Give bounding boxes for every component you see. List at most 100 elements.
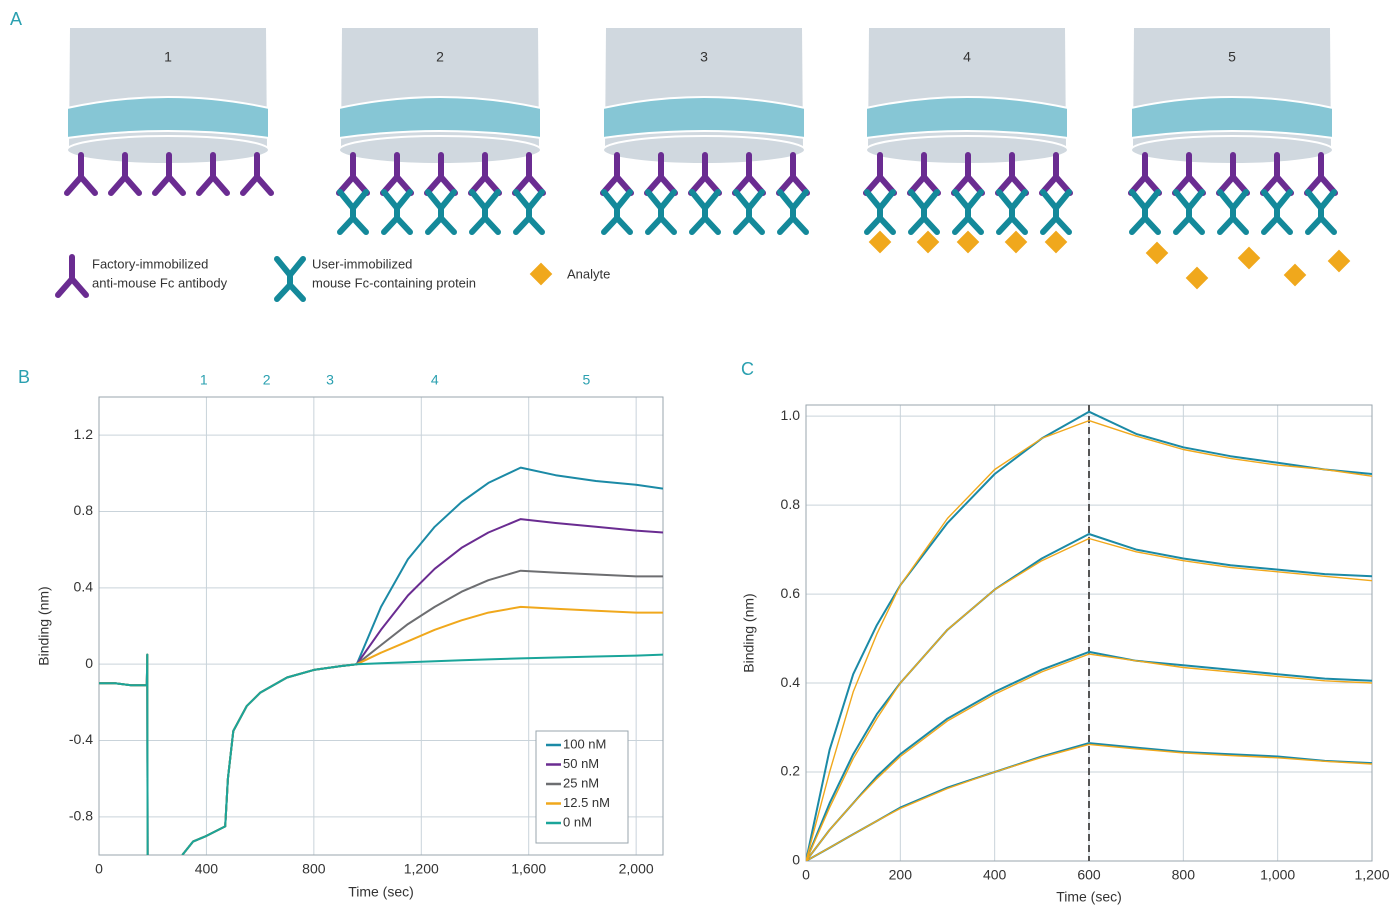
capture-antibody [1304,152,1338,196]
step-label: 5 [583,372,591,388]
step-label: 5 [1228,49,1236,65]
capture-antibody [152,152,186,196]
y-tick-label: 0.2 [781,763,801,779]
ligand-protein [996,189,1028,235]
analyte [956,230,980,254]
ligand-protein [425,189,457,235]
ligand-protein [908,189,940,235]
capture-antibody [108,152,142,196]
y-tick-label: 1.0 [781,407,801,423]
series-line [99,653,663,855]
x-tick-label: 200 [889,867,913,883]
y-tick-label: 0.8 [781,496,801,512]
legend-text: Factory-immobilized [92,256,208,271]
series-line [806,537,1372,861]
diagram: 1 2 3 4 5 Factory-immobilized anti-mouse Fc an… [55,28,1351,302]
y-tick-label: -0.4 [69,731,93,747]
capture-antibody [776,152,810,196]
capture-antibody [1039,152,1073,196]
series-line [806,533,1372,861]
y-axis-label: Binding (nm) [36,586,52,665]
x-tick-label: 400 [195,861,219,877]
ligand-protein [777,189,809,235]
step-label: 4 [963,49,971,65]
step-label: 2 [263,372,271,388]
series-line [806,743,1372,861]
x-tick-label: 800 [302,861,326,877]
sensor-layer [66,96,270,140]
step-label: 3 [700,49,708,65]
ligand-protein [381,189,413,235]
ligand-protein [864,189,896,235]
capture-antibody [196,152,230,196]
panel-label: B [18,367,30,387]
analyte [1283,263,1307,287]
ligand-protein [733,189,765,235]
chart: B 0 400 800 1,200 1,600 2,000 -0.8 -0.4 0 0.4 0.8 1.… [18,367,664,900]
ligand-protein [645,189,677,235]
analyte [1044,230,1068,254]
ligand-protein [274,256,306,302]
panel-label: C [741,359,754,379]
y-tick-label: -0.8 [69,808,93,824]
capture-antibody [600,152,634,196]
x-tick-label: 1,200 [1354,867,1389,883]
x-tick-label: 0 [95,861,103,877]
y-tick-label: 0.4 [74,579,94,595]
legend-text: Analyte [567,266,610,281]
analyte [1185,266,1209,290]
x-tick-label: 600 [1077,867,1101,883]
step-label: 1 [200,372,208,388]
legend-text: mouse Fc-containing protein [312,275,476,290]
ligand-protein [1173,189,1205,235]
x-tick-label: 800 [1172,867,1196,883]
x-tick-label: 0 [802,867,810,883]
panel-label: A [10,9,22,29]
analyte [1237,246,1261,270]
y-tick-label: 0 [792,852,800,868]
y-axis-label: Binding (nm) [741,593,757,672]
ligand-protein [689,189,721,235]
sensor-layer [865,96,1069,140]
analyte [1327,249,1351,273]
analyte [529,262,553,286]
x-tick-label: 1,000 [1260,867,1295,883]
x-axis-label: Time (sec) [1056,889,1122,905]
x-tick-label: 1,600 [511,861,546,877]
y-tick-label: 0.8 [74,502,94,518]
ligand-protein [337,189,369,235]
plot-frame [98,396,664,856]
y-tick-label: 0 [85,655,93,671]
capture-antibody [512,152,546,196]
chart: C 0 200 400 600 800 1,000 1,200 0 0.2 0.4 0.6 0.8 1.0… [741,359,1390,905]
legend-label: 0 nM [563,814,592,829]
series-line [806,419,1372,861]
legend-text: anti-mouse Fc antibody [92,275,228,290]
ligand-protein [1040,189,1072,235]
ligand-protein [1305,189,1337,235]
ligand-protein [952,189,984,235]
x-tick-label: 1,200 [404,861,439,877]
ligand-protein [513,189,545,235]
capture-antibody [55,254,89,298]
y-tick-label: 1.2 [74,426,94,442]
ligand-protein [601,189,633,235]
step-label: 2 [436,49,444,65]
ligand-protein [1129,189,1161,235]
step-label: 1 [164,49,172,65]
legend-label: 25 nM [563,775,599,790]
sensor-layer [1130,96,1334,140]
x-tick-label: 400 [983,867,1007,883]
step-label: 3 [326,372,334,388]
ligand-protein [1217,189,1249,235]
y-tick-label: 0.4 [781,674,801,690]
ligand-protein [469,189,501,235]
x-tick-label: 2,000 [619,861,654,877]
legend-text: User-immobilized [312,256,412,271]
series-line [806,653,1372,861]
sensor-layer [338,96,542,140]
ligand-protein [1261,189,1293,235]
y-tick-label: 0.6 [781,585,801,601]
step-label: 4 [431,372,439,388]
